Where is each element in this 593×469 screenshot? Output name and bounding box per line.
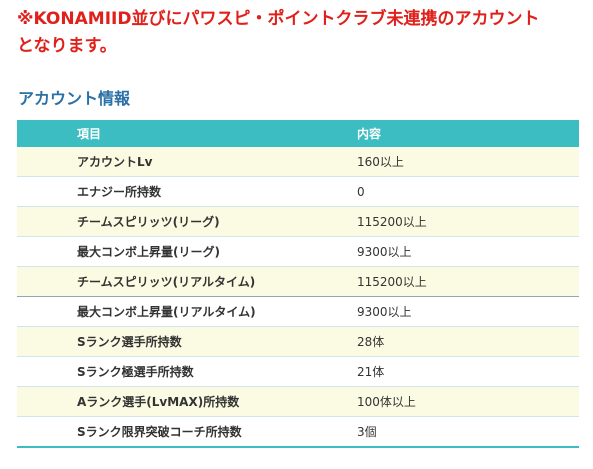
row-item-label: チームスピリッツ(リーグ) (77, 206, 357, 237)
account-info-table: 項目 内容 アカウントLv 160以上 エナジー所持数 0 チームスピリッツ(リ… (17, 120, 579, 448)
row-item-value: 160以上 (357, 146, 579, 177)
table-row: Sランク選手所持数 28体 (17, 326, 579, 357)
section-title: アカウント情報 (18, 89, 131, 108)
table-row: Sランク極選手所持数 21体 (17, 356, 579, 387)
table-row: チームスピリッツ(リアルタイム) 115200以上 (17, 266, 579, 297)
table-row: アカウントLv 160以上 (17, 146, 579, 177)
row-item-label: Sランク限界突破コーチ所持数 (77, 416, 357, 448)
row-item-label: Sランク選手所持数 (77, 326, 357, 357)
header-item: 項目 (77, 120, 357, 147)
table-row: Sランク限界突破コーチ所持数 3個 (17, 416, 579, 448)
row-item-value: 9300以上 (357, 296, 579, 327)
row-item-value: 28体 (357, 326, 579, 357)
row-item-label: アカウントLv (77, 146, 357, 177)
row-item-label: エナジー所持数 (77, 176, 357, 207)
row-item-label: Aランク選手(LvMAX)所持数 (77, 386, 357, 417)
table-header-row: 項目 内容 (17, 120, 579, 147)
row-item-label: 最大コンボ上昇量(リーグ) (77, 236, 357, 267)
row-item-value: 9300以上 (357, 236, 579, 267)
row-item-value: 115200以上 (357, 206, 579, 237)
table-row: 最大コンボ上昇量(リアルタイム) 9300以上 (17, 296, 579, 327)
row-item-label: チームスピリッツ(リアルタイム) (77, 266, 357, 297)
header-spacer (17, 120, 77, 147)
table-row: チームスピリッツ(リーグ) 115200以上 (17, 206, 579, 237)
table-row: Aランク選手(LvMAX)所持数 100体以上 (17, 386, 579, 417)
table-row: エナジー所持数 0 (17, 176, 579, 207)
row-item-label: Sランク極選手所持数 (77, 356, 357, 387)
row-item-value: 100体以上 (357, 386, 579, 417)
table-row: 最大コンボ上昇量(リーグ) 9300以上 (17, 236, 579, 267)
header-content: 内容 (357, 120, 579, 147)
account-notice: ※KONAMIID並びにパワスピ・ポイントクラブ未連携のアカウント となります。 (17, 6, 587, 60)
row-item-label: 最大コンボ上昇量(リアルタイム) (77, 296, 357, 327)
notice-line-2: となります。 (17, 36, 117, 56)
row-item-value: 115200以上 (357, 266, 579, 297)
row-item-value: 3個 (357, 416, 579, 448)
row-item-value: 0 (357, 176, 579, 207)
notice-line-1: ※KONAMIID並びにパワスピ・ポイントクラブ未連携のアカウント (17, 9, 540, 29)
row-item-value: 21体 (357, 356, 579, 387)
